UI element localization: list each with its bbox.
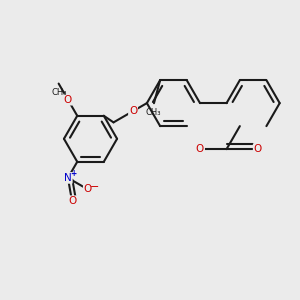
Text: O: O [68, 196, 76, 206]
Text: +: + [70, 169, 77, 178]
Text: O: O [64, 95, 72, 105]
Text: O: O [84, 184, 92, 194]
Text: O: O [129, 106, 137, 116]
Text: O: O [254, 144, 262, 154]
Text: −: − [90, 182, 99, 192]
Text: N: N [64, 173, 72, 183]
Text: CH₃: CH₃ [145, 108, 161, 117]
Text: O: O [196, 144, 204, 154]
Text: CH₃: CH₃ [52, 88, 67, 97]
